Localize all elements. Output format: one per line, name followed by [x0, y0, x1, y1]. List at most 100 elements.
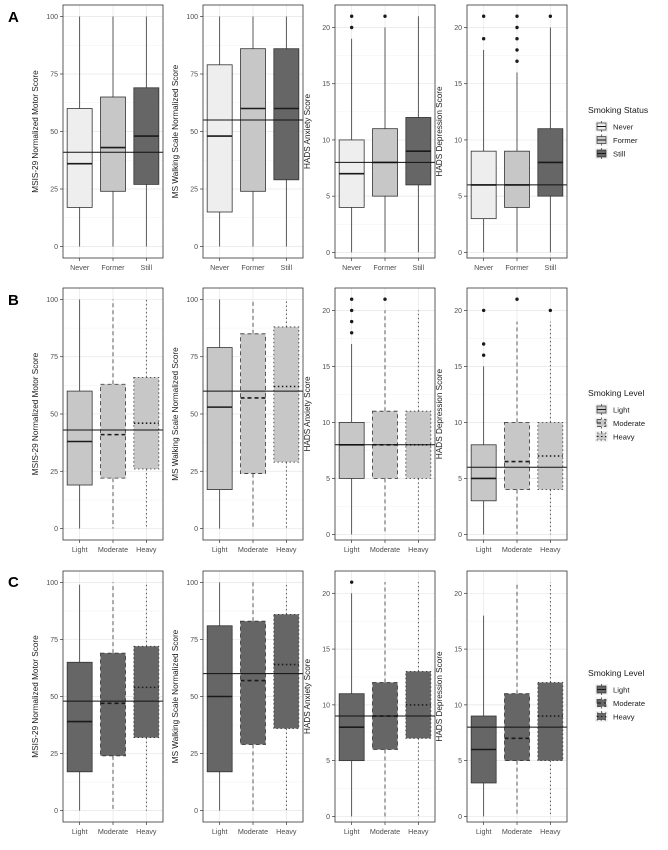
iqr-box [206, 625, 233, 773]
y-tick-label: 50 [190, 412, 198, 419]
box-moderate [100, 299, 126, 529]
x-tick-label: Heavy [408, 545, 429, 554]
x-tick-label: Heavy [540, 827, 561, 836]
box-still [405, 16, 432, 253]
x-tick-label: Still [413, 263, 425, 272]
x-tick-label: Never [342, 263, 362, 272]
box-never [206, 16, 233, 247]
y-axis-label: MS Walking Scale Normalized Score [171, 347, 180, 481]
y-tick-label: 0 [326, 250, 330, 257]
panel-b-2: 0 25 50 75 100 Light Moderate Heavy MS Walking S… [171, 287, 304, 554]
y-tick-label: 100 [46, 14, 58, 21]
y-tick-label: 100 [46, 580, 58, 587]
legend-label: Light [613, 686, 630, 695]
box-still [273, 16, 300, 247]
x-tick-label: Still [141, 263, 153, 272]
legend-title: Smoking Level [588, 668, 644, 678]
x-tick-label: Light [344, 827, 360, 836]
y-tick-label: 15 [454, 81, 462, 88]
y-tick-label: 75 [190, 354, 198, 361]
y-tick-label: 25 [190, 751, 198, 758]
box-heavy [537, 308, 564, 535]
legend-key-moderate [595, 417, 608, 429]
y-tick-label: 50 [50, 694, 58, 701]
legend-key-former [595, 134, 608, 146]
x-tick-label: Former [241, 263, 265, 272]
y-tick-label: 0 [194, 526, 198, 533]
panel-b-4: 0 5 10 15 20 Light Moderate Heavy HADS Depressio… [435, 287, 568, 554]
y-tick-label: 10 [454, 702, 462, 709]
x-tick-label: Light [476, 827, 492, 836]
x-tick-label: Light [212, 827, 228, 836]
panel-border [62, 570, 164, 823]
panel-border [202, 287, 304, 541]
y-tick-label: 0 [54, 526, 58, 533]
x-tick-label: Moderate [370, 827, 400, 836]
legend-title: Smoking Level [588, 388, 644, 398]
y-tick-label: 20 [322, 308, 330, 315]
y-tick-label: 10 [322, 702, 330, 709]
legend-row-a: Smoking Status Never Former Still [588, 105, 648, 159]
outlier-point [383, 297, 387, 301]
y-tick-label: 0 [194, 244, 198, 251]
iqr-box [504, 421, 530, 490]
iqr-box [273, 613, 300, 729]
outlier-point [515, 14, 519, 18]
legend-key-moderate [595, 697, 608, 709]
legend-key-light [595, 404, 608, 415]
y-axis-label: HADS Depression Score [435, 86, 444, 177]
panel-a-3: 0 5 10 15 20 Never Former Still HADS Anxiety Sco… [303, 4, 436, 272]
outlier-point [515, 37, 519, 41]
outlier-point [515, 25, 519, 30]
box-still [133, 16, 160, 247]
y-tick-label: 25 [190, 469, 198, 476]
y-tick-label: 25 [50, 469, 58, 476]
outlier-point [481, 342, 486, 346]
outlier-point [515, 59, 519, 63]
box-light [206, 299, 233, 529]
box-never [338, 14, 365, 253]
iqr-box [206, 347, 233, 490]
outlier-point [349, 319, 354, 324]
iqr-box [338, 421, 365, 479]
y-axis-label: HADS Depression Score [435, 369, 444, 460]
box-heavy [133, 299, 160, 529]
y-axis-label: MS Walking Scale Normalized Score [171, 629, 180, 763]
x-tick-label: Never [210, 263, 230, 272]
box-heavy [273, 582, 300, 811]
x-tick-label: Light [72, 545, 88, 554]
legend-label: Moderate [613, 419, 645, 428]
outlier-point [349, 580, 354, 584]
box-light [338, 580, 365, 817]
legend-label: Still [613, 150, 626, 159]
box-heavy [133, 582, 160, 811]
legend-key-still [595, 148, 608, 159]
legend-key-never [595, 121, 608, 132]
y-tick-label: 15 [454, 364, 462, 371]
row-label-a: A [8, 9, 19, 26]
x-tick-label: Heavy [540, 545, 561, 554]
x-tick-label: Moderate [98, 827, 128, 836]
box-light [66, 299, 93, 529]
legend-label: Former [613, 136, 638, 145]
x-tick-label: Heavy [136, 545, 157, 554]
y-axis-label: HADS Depression Score [435, 651, 444, 742]
y-tick-label: 20 [454, 308, 462, 315]
legend-key-heavy [595, 711, 608, 722]
panel-border [62, 4, 164, 259]
iqr-box [100, 96, 126, 192]
legend-label: Moderate [613, 699, 645, 708]
x-tick-label: Former [373, 263, 397, 272]
y-tick-label: 75 [190, 72, 198, 79]
x-tick-label: Moderate [370, 545, 400, 554]
y-tick-label: 5 [458, 194, 462, 201]
x-tick-label: Heavy [276, 545, 297, 554]
x-tick-label: Heavy [276, 827, 297, 836]
legend-label: Light [613, 406, 630, 415]
panel-border [466, 4, 568, 259]
outlier-point [349, 308, 354, 313]
x-tick-label: Light [476, 545, 492, 554]
legend-label: Never [613, 123, 634, 132]
outlier-point [349, 297, 354, 301]
